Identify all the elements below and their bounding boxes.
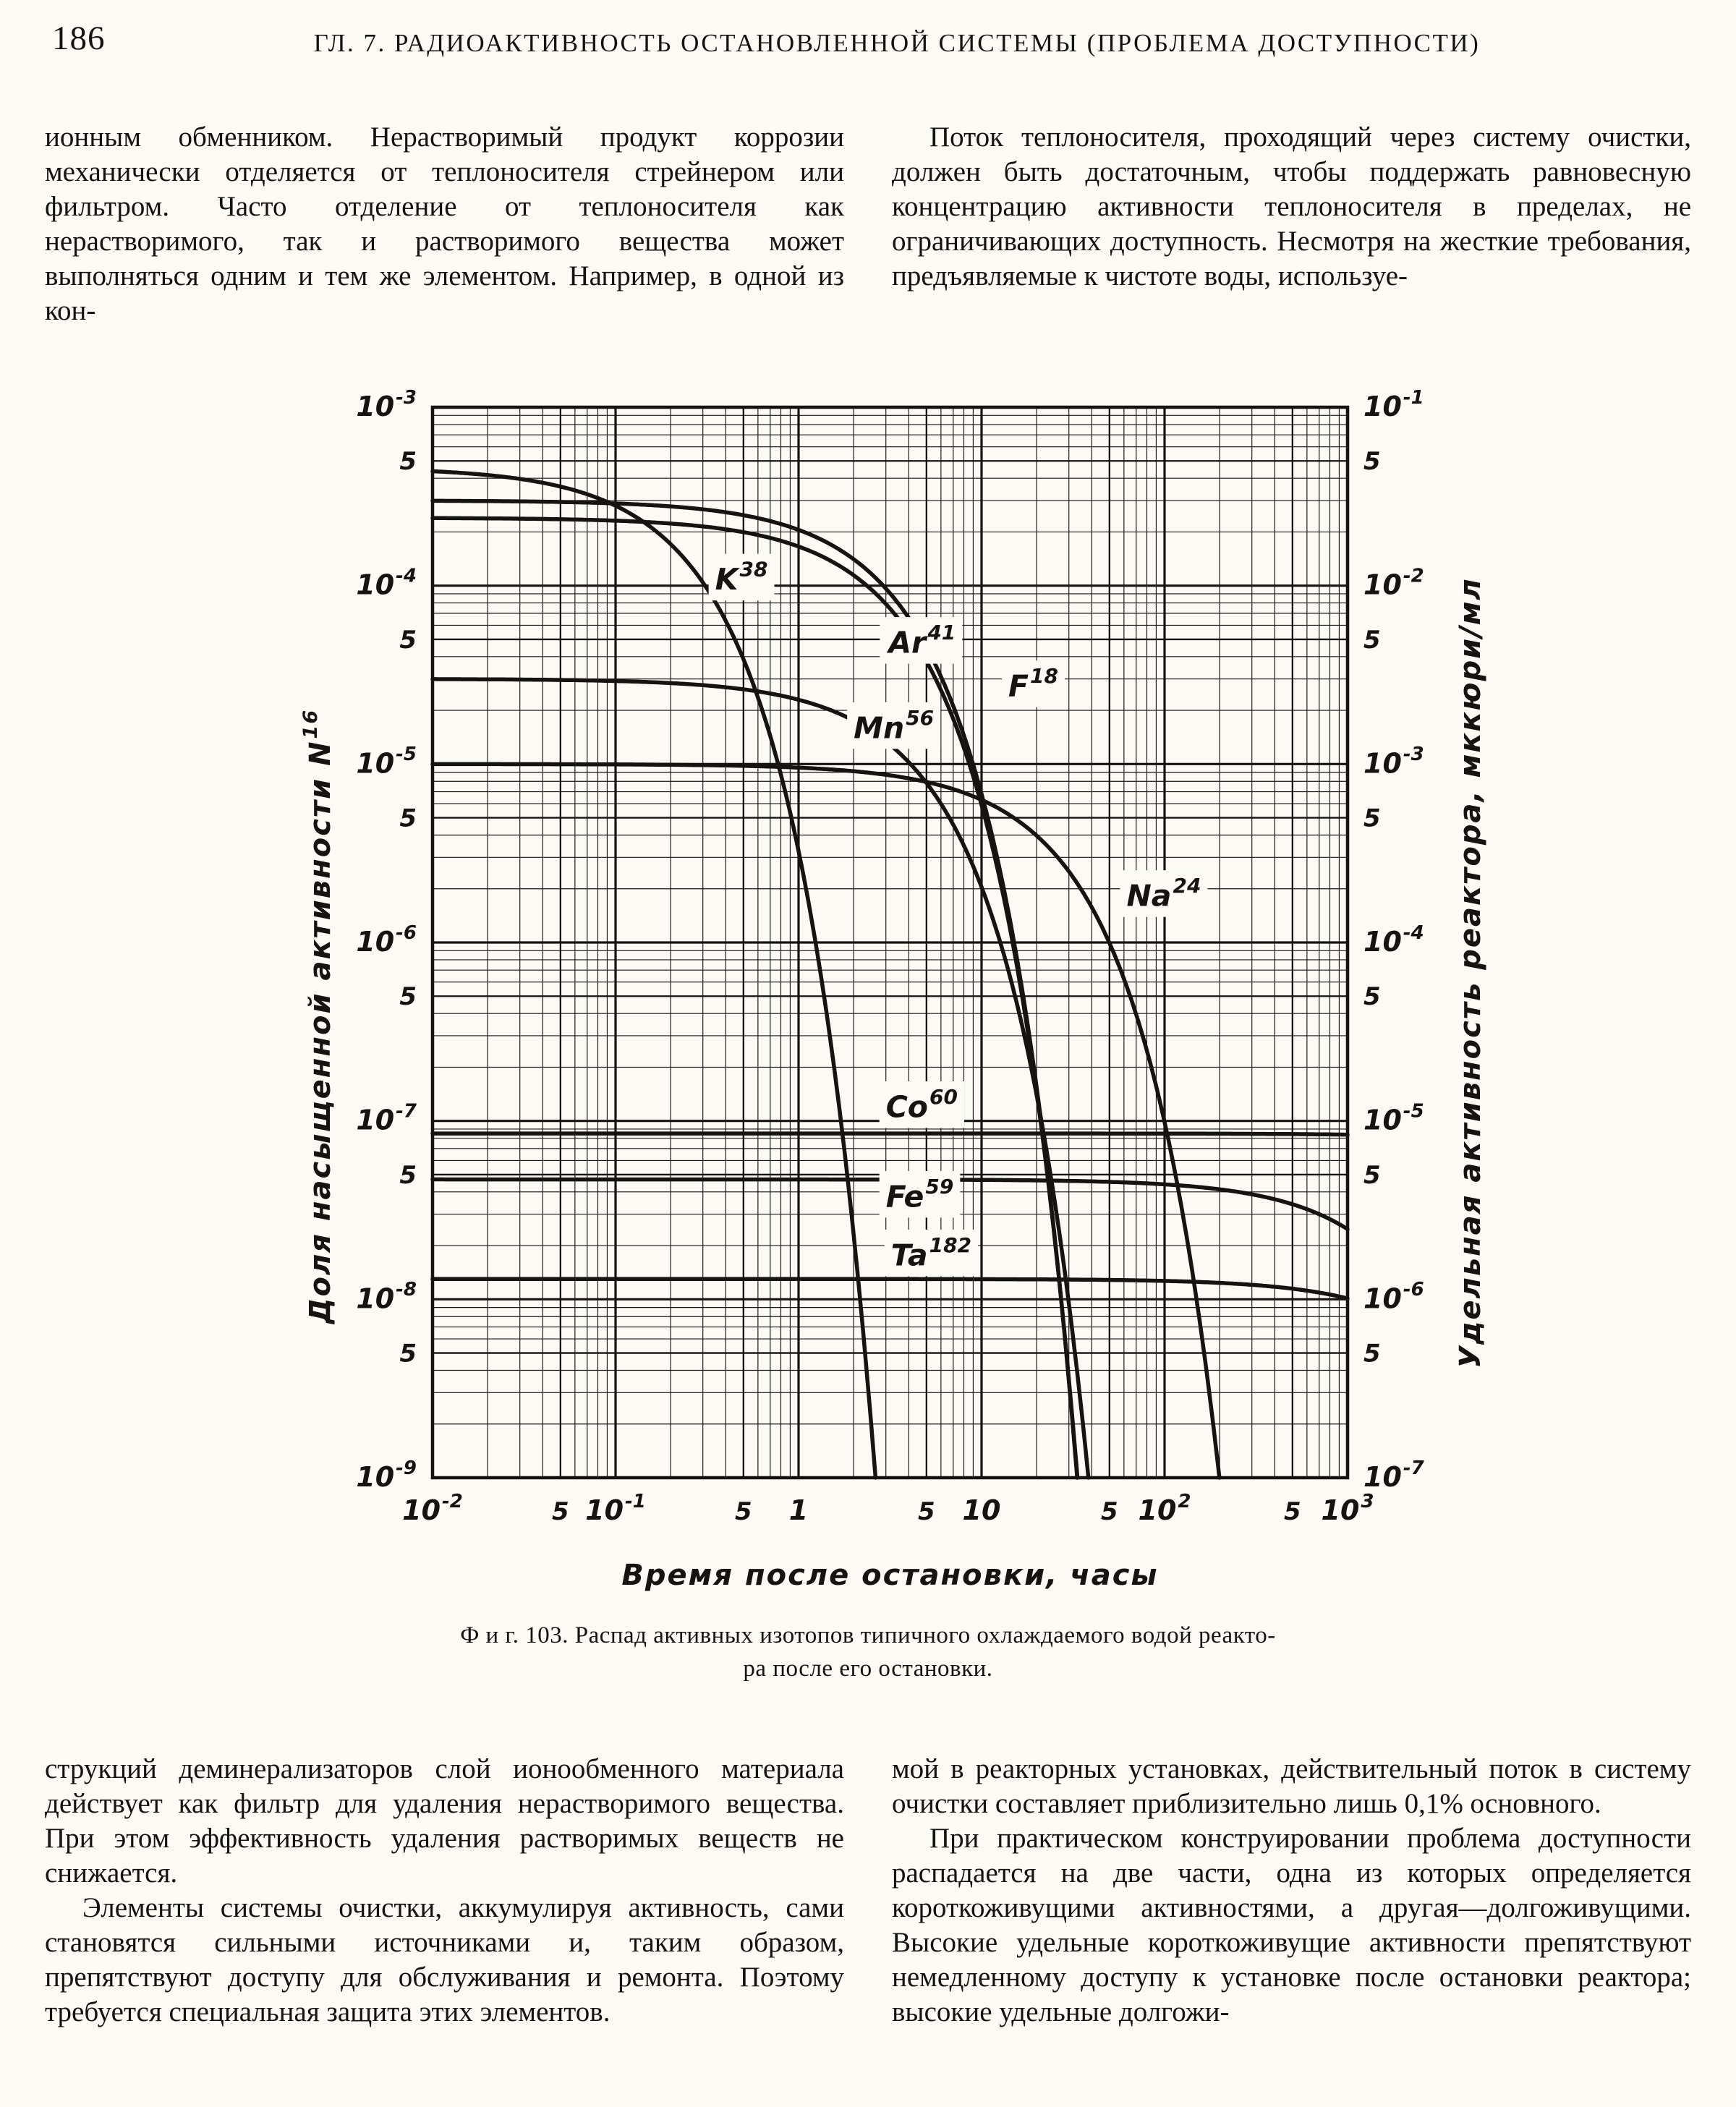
caption-line-1: Ф и г. 103. Распад активных изотопов тип… bbox=[460, 1622, 1276, 1648]
y-left-tick-3: 5 bbox=[399, 626, 417, 655]
y-left-tick-12: 10-9 bbox=[356, 1457, 417, 1493]
plot-frame bbox=[430, 405, 1350, 1480]
y-left-tick-7: 5 bbox=[399, 982, 417, 1011]
bottom-text-columns: струкций деминерализаторов слой ионообме… bbox=[45, 1752, 1691, 2030]
label-box-Ar41 bbox=[880, 617, 963, 664]
label-box-Mn56 bbox=[847, 702, 941, 749]
label-box-Fe59 bbox=[879, 1170, 961, 1218]
x-axis-tick-1: 5 bbox=[552, 1497, 569, 1526]
x-axis-tick-7: 5 bbox=[1101, 1497, 1118, 1526]
paragraph-col2-top: Поток теплоносителя, проходящий через си… bbox=[892, 122, 1691, 291]
x-axis-tick-8: 102 bbox=[1139, 1491, 1191, 1526]
chapter-header: ГЛ. 7. РАДИОАКТИВНОСТЬ ОСТАНОВЛЕННОЙ СИС… bbox=[313, 29, 1481, 57]
y-right-tick-10: 10-6 bbox=[1363, 1279, 1424, 1314]
x-axis-title: Время после остановки, часы bbox=[621, 1559, 1158, 1592]
label-box-Ta182 bbox=[884, 1229, 979, 1277]
column-top-right: Поток теплоносителя, проходящий через си… bbox=[892, 120, 1691, 328]
label-Mn56: Mn56 bbox=[854, 706, 934, 745]
curve-Co60 bbox=[430, 1131, 1350, 1137]
y-right-tick-11: 5 bbox=[1363, 1340, 1381, 1369]
x-axis-tick-0: 10-2 bbox=[402, 1491, 463, 1526]
label-F18: F18 bbox=[1008, 664, 1058, 703]
y-left-tick-2: 10-4 bbox=[356, 566, 417, 601]
y-left-tick-9: 5 bbox=[399, 1161, 417, 1190]
paragraph-col1-top: ионным обменником. Нерастворимый продукт… bbox=[45, 122, 844, 326]
x-axis-tick-4: 1 bbox=[789, 1494, 808, 1526]
y-right-tick-6: 10-4 bbox=[1363, 922, 1424, 958]
label-Co60: Co60 bbox=[886, 1085, 958, 1124]
column-bottom-left: струкций деминерализаторов слой ионообме… bbox=[45, 1752, 844, 2030]
paragraph-col2-bottom-2: При практическом конструировании проблем… bbox=[892, 1823, 1691, 2027]
y-right-tick-0: 10-1 bbox=[1363, 387, 1424, 422]
y-left-tick-10: 10-8 bbox=[356, 1279, 417, 1314]
paragraph-col2-bottom-1: мой в реакторных установках, действитель… bbox=[892, 1753, 1691, 1819]
y-right-tick-12: 10-7 bbox=[1363, 1457, 1425, 1493]
label-box-K38 bbox=[708, 553, 775, 601]
column-top-left: ионным обменником. Нерастворимый продукт… bbox=[45, 120, 844, 328]
x-axis-tick-10: 103 bbox=[1322, 1491, 1374, 1526]
label-Ar41: Ar41 bbox=[886, 621, 956, 660]
figure-103-chart: K38 Ar41 F18 Mn56 Na24 Co60 Fe59 Ta182 10-2 5 10-1… bbox=[246, 329, 1548, 1631]
curve-Mn56 bbox=[430, 677, 1091, 1480]
y-right-tick-4: 10-3 bbox=[1363, 744, 1424, 779]
x-axis-tick-3: 5 bbox=[735, 1497, 752, 1526]
column-bottom-right: мой в реакторных установках, действитель… bbox=[892, 1752, 1691, 2030]
axis-ticks: 10-2 5 10-1 5 1 5 10 5 102 5 10310-3510-4510-5510-… bbox=[356, 387, 1424, 1526]
chart-grid bbox=[431, 406, 1349, 1479]
label-Ta182: Ta182 bbox=[891, 1233, 971, 1272]
y-left-tick-0: 10-3 bbox=[356, 387, 417, 422]
label-box-F18 bbox=[1001, 660, 1065, 707]
y-left-tick-11: 5 bbox=[399, 1340, 417, 1369]
y-left-tick-6: 10-6 bbox=[356, 922, 417, 958]
curve-Ta182 bbox=[430, 1277, 1350, 1301]
paragraph-col1-bottom-2: Элементы системы очистки, аккумулируя ак… bbox=[45, 1892, 844, 2027]
x-axis-tick-2: 10-1 bbox=[585, 1491, 646, 1526]
isotope-labels: K38 Ar41 F18 Mn56 Na24 Co60 Fe59 Ta182 bbox=[708, 553, 1208, 1277]
y-right-tick-8: 10-5 bbox=[1363, 1101, 1424, 1136]
label-box-Na24 bbox=[1120, 870, 1208, 917]
y-right-tick-9: 5 bbox=[1363, 1161, 1381, 1190]
y-axis-left-title: Доля насыщенной активности N16 bbox=[299, 709, 337, 1325]
x-axis-tick-9: 5 bbox=[1284, 1497, 1301, 1526]
curve-Na24 bbox=[430, 762, 1222, 1480]
label-Na24: Na24 bbox=[1126, 874, 1201, 913]
caption-line-2: ра после его остановки. bbox=[743, 1656, 993, 1682]
top-text-columns: ионным обменником. Нерастворимый продукт… bbox=[45, 120, 1691, 328]
figure-caption: Ф и г. 103. Распад активных изотопов тип… bbox=[311, 1619, 1425, 1685]
y-right-tick-7: 5 bbox=[1363, 982, 1381, 1011]
y-left-tick-5: 5 bbox=[399, 804, 417, 833]
curve-F18 bbox=[430, 516, 1080, 1480]
curve-K38 bbox=[430, 469, 878, 1480]
isotope-decay-log-chart: K38 Ar41 F18 Mn56 Na24 Co60 Fe59 Ta182 10-2 5 10-1… bbox=[299, 387, 1487, 1592]
y-right-tick-1: 5 bbox=[1363, 447, 1381, 476]
page-number: 186 bbox=[52, 20, 106, 57]
label-box-Co60 bbox=[879, 1081, 964, 1128]
x-axis-tick-5: 5 bbox=[918, 1497, 935, 1526]
y-right-tick-3: 5 bbox=[1363, 626, 1381, 655]
y-right-tick-5: 5 bbox=[1363, 804, 1381, 833]
y-right-tick-2: 10-2 bbox=[1363, 566, 1424, 601]
curve-Ar41 bbox=[430, 498, 1079, 1480]
y-left-tick-4: 10-5 bbox=[356, 744, 417, 779]
paragraph-col1-bottom-1: струкций деминерализаторов слой ионообме… bbox=[45, 1753, 844, 1889]
label-K38: K38 bbox=[715, 558, 768, 597]
x-axis-tick-6: 10 bbox=[963, 1494, 1001, 1526]
y-left-tick-8: 10-7 bbox=[356, 1101, 417, 1136]
y-left-tick-1: 5 bbox=[399, 447, 417, 476]
y-axis-right-title: Удельная активность реактора, мккюри/мл bbox=[1454, 577, 1487, 1368]
label-Fe59: Fe59 bbox=[886, 1175, 954, 1214]
